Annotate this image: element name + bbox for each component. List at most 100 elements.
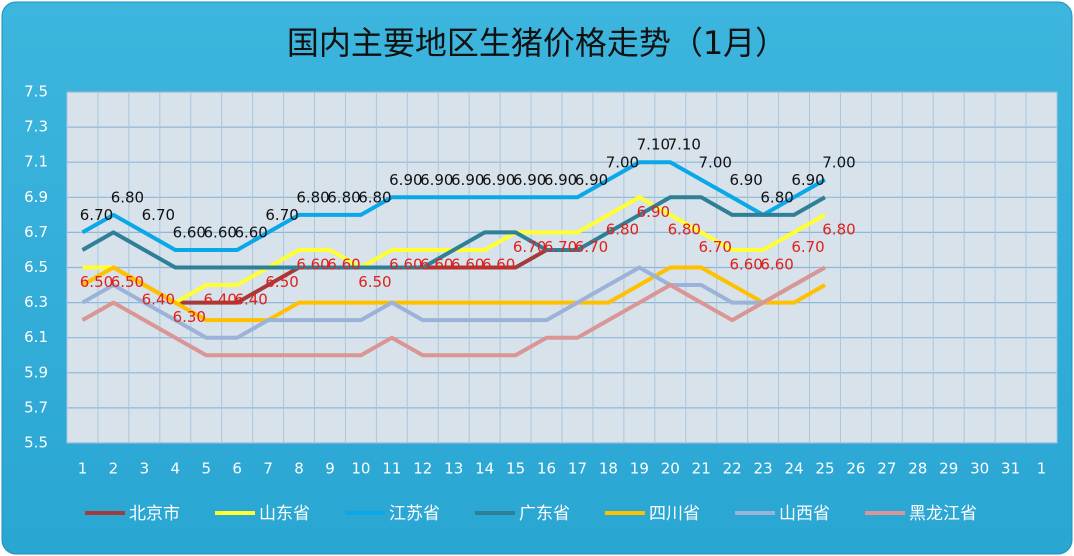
legend-label: 山东省: [259, 504, 310, 524]
x-tick-label: 28: [908, 460, 927, 478]
data-label: 6.80: [760, 188, 793, 206]
y-tick-label: 7.5: [24, 83, 48, 101]
y-tick-label: 7.3: [24, 118, 48, 136]
legend-label: 广东省: [519, 504, 570, 524]
y-tick-label: 6.1: [24, 328, 48, 346]
data-label: 6.70: [544, 238, 577, 256]
x-tick-label: 16: [537, 460, 556, 478]
data-label: 7.00: [822, 153, 855, 171]
data-label: 6.60: [234, 223, 267, 241]
data-label: 6.60: [296, 255, 329, 273]
data-label: 6.80: [111, 188, 144, 206]
x-tick-label: 23: [754, 460, 773, 478]
x-tick-label: 8: [294, 460, 304, 478]
data-label: 6.60: [760, 255, 793, 273]
data-label: 7.10: [637, 136, 670, 154]
x-tick-label: 17: [568, 460, 587, 478]
data-label: 6.90: [513, 171, 546, 189]
data-label: 6.60: [204, 223, 237, 241]
series-line: [81, 265, 826, 323]
data-label: 7.00: [699, 153, 732, 171]
data-label: 6.30: [173, 308, 206, 326]
data-label: 6.70: [142, 206, 175, 224]
data-label: 6.60: [729, 255, 762, 273]
chart-title: 国内主要地区生猪价格走势（1月）: [287, 24, 787, 62]
data-label: 6.60: [420, 255, 453, 273]
data-label: 6.90: [637, 203, 670, 221]
x-tick-label: 12: [413, 460, 432, 478]
data-label: 6.90: [420, 171, 453, 189]
x-tick-label: 29: [939, 460, 958, 478]
x-tick-label: 11: [382, 460, 401, 478]
x-tick-label: 24: [784, 460, 803, 478]
data-label: 6.60: [173, 223, 206, 241]
x-tick-label: 6: [232, 460, 242, 478]
y-tick-label: 6.5: [24, 258, 48, 276]
data-label: 6.50: [265, 273, 298, 291]
data-label: 6.90: [575, 171, 608, 189]
y-tick-label: 5.9: [24, 363, 48, 381]
data-label: 6.90: [451, 171, 484, 189]
data-label: 6.60: [482, 255, 515, 273]
data-label: 7.00: [606, 153, 639, 171]
x-tick-label: 18: [599, 460, 618, 478]
x-tick-label: 5: [201, 460, 211, 478]
x-tick-label: 15: [506, 460, 525, 478]
x-tick-label: 22: [723, 460, 742, 478]
data-label: 6.80: [822, 220, 855, 238]
data-label: 6.50: [80, 273, 113, 291]
data-label: 6.90: [729, 171, 762, 189]
x-tick-label: 31: [1001, 460, 1020, 478]
x-tick-label: 3: [140, 460, 150, 478]
y-tick-label: 5.7: [24, 398, 48, 416]
data-label: 6.70: [575, 238, 608, 256]
legend-label: 四川省: [649, 504, 700, 524]
data-label: 6.50: [111, 273, 144, 291]
data-label: 6.60: [389, 255, 422, 273]
data-label: 6.40: [142, 291, 175, 309]
data-label: 6.90: [544, 171, 577, 189]
data-label: 6.70: [80, 206, 113, 224]
series-line: [81, 265, 826, 340]
x-tick-label: 4: [171, 460, 181, 478]
data-label: 6.80: [606, 220, 639, 238]
x-tick-label: 26: [846, 460, 865, 478]
x-tick-label: 13: [444, 460, 463, 478]
y-tick-label: 5.5: [24, 434, 48, 452]
data-label: 6.70: [699, 238, 732, 256]
legend-label: 江苏省: [389, 504, 440, 524]
y-tick-label: 6.9: [24, 188, 48, 206]
x-tick-label: 10: [351, 460, 370, 478]
y-tick-label: 6.3: [24, 293, 48, 311]
x-tick-label: 14: [475, 460, 494, 478]
x-tick-label: 2: [109, 460, 119, 478]
data-label: 6.40: [204, 291, 237, 309]
data-label: 6.80: [668, 220, 701, 238]
x-tick-label: 19: [630, 460, 649, 478]
data-label: 6.80: [358, 188, 391, 206]
data-label: 6.90: [482, 171, 515, 189]
legend-label: 黑龙江省: [909, 504, 977, 524]
series-line: [81, 265, 826, 358]
data-label: 6.60: [327, 255, 360, 273]
x-tick-label: 1: [1037, 460, 1047, 478]
data-label: 6.70: [265, 206, 298, 224]
y-tick-label: 7.1: [24, 153, 48, 171]
series-line: [81, 160, 826, 252]
data-label: 6.90: [389, 171, 422, 189]
legend-label: 北京市: [129, 504, 180, 524]
x-tick-label: 7: [263, 460, 273, 478]
data-label: 6.80: [327, 188, 360, 206]
data-label: 7.10: [668, 136, 701, 154]
data-label: 6.50: [358, 273, 391, 291]
x-tick-label: 1: [78, 460, 88, 478]
x-tick-label: 21: [692, 460, 711, 478]
x-tick-label: 30: [970, 460, 989, 478]
data-label: 6.40: [234, 291, 267, 309]
x-tick-label: 25: [815, 460, 834, 478]
series-line: [81, 195, 826, 270]
y-tick-label: 6.7: [24, 223, 48, 241]
x-tick-label: 9: [325, 460, 335, 478]
